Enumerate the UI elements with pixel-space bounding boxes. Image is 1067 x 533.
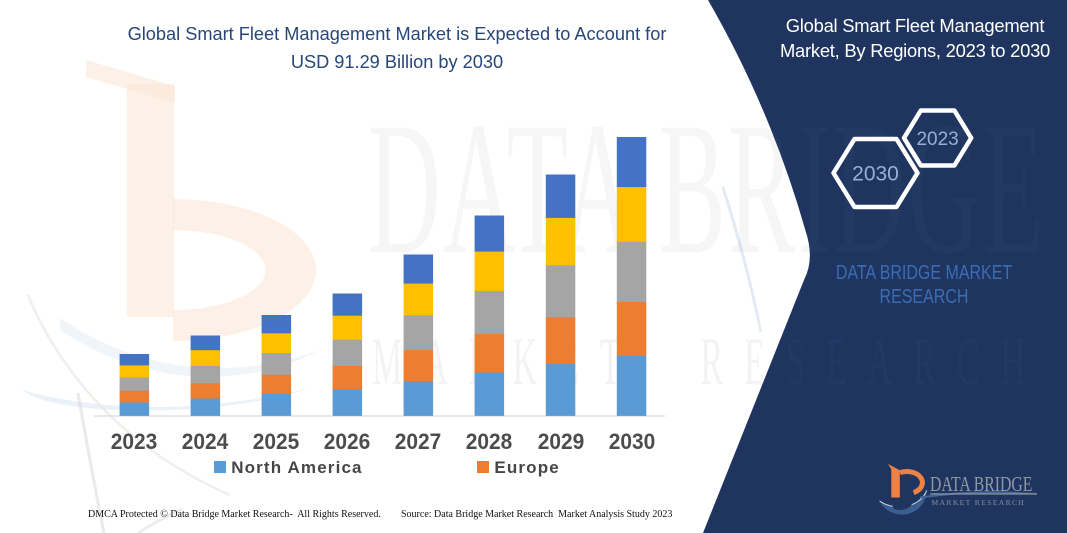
svg-text:MARKET RESEARCH: MARKET RESEARCH bbox=[932, 498, 1026, 507]
svg-text:2023: 2023 bbox=[916, 129, 958, 150]
svg-text:DATA BRIDGE: DATA BRIDGE bbox=[930, 473, 1032, 497]
svg-text:2030: 2030 bbox=[852, 163, 899, 186]
